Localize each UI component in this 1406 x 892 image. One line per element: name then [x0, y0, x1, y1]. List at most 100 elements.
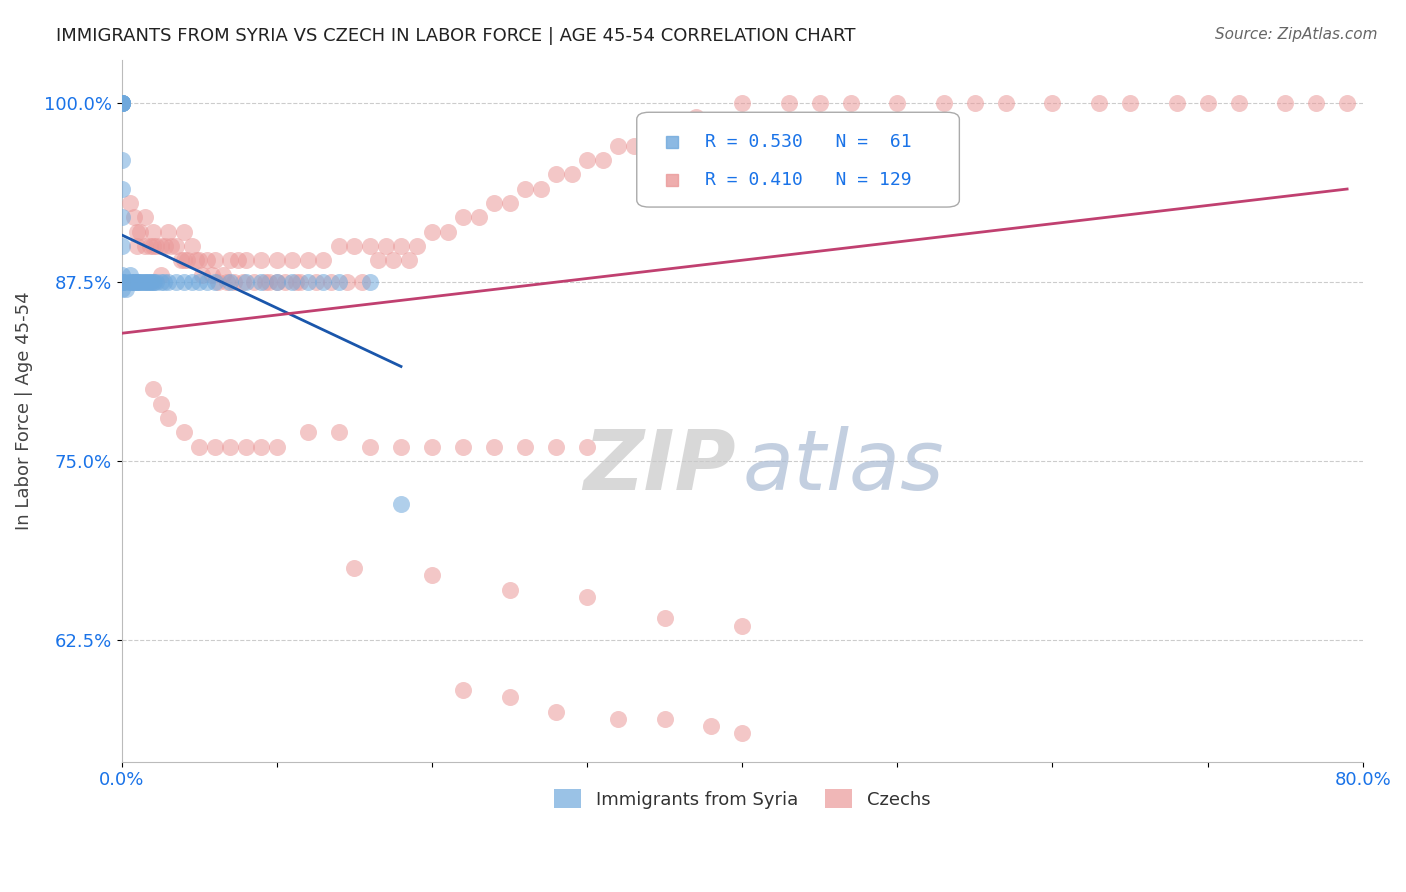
Point [1336, 95, 1358, 110]
Point [290, 275, 312, 289]
Point [115, 275, 138, 289]
Point [1119, 95, 1142, 110]
Point [118, 268, 141, 282]
Point [250, 253, 273, 268]
Point [266, 253, 288, 268]
FancyBboxPatch shape [637, 112, 959, 207]
Point [219, 253, 242, 268]
Point [994, 95, 1017, 110]
Point [420, 440, 443, 454]
Point [405, 239, 427, 253]
Point [546, 167, 568, 181]
Point [204, 275, 226, 289]
Point [343, 239, 366, 253]
Point [195, 275, 218, 289]
Point [281, 253, 304, 268]
Point [160, 239, 183, 253]
Point [149, 268, 172, 282]
Point [321, 275, 343, 289]
Point [180, 275, 202, 289]
Point [1166, 95, 1188, 110]
Point [482, 195, 505, 210]
Point [129, 275, 152, 289]
Point [336, 275, 359, 289]
Point [436, 225, 458, 239]
Point [359, 239, 381, 253]
Point [778, 95, 800, 110]
Point [145, 275, 167, 289]
Point [513, 181, 536, 195]
Point [149, 396, 172, 410]
Point [111, 211, 134, 225]
Point [226, 253, 249, 268]
Point [467, 211, 489, 225]
Point [1197, 95, 1219, 110]
Point [297, 275, 319, 289]
Point [808, 95, 831, 110]
Point [235, 440, 257, 454]
Point [118, 275, 141, 289]
Point [111, 95, 134, 110]
Point [654, 124, 676, 138]
Point [157, 410, 180, 425]
Text: Source: ZipAtlas.com: Source: ZipAtlas.com [1215, 27, 1378, 42]
Point [654, 712, 676, 726]
Point [131, 275, 153, 289]
Point [118, 195, 141, 210]
Point [111, 275, 134, 289]
Point [217, 275, 239, 289]
Point [546, 705, 568, 719]
Point [111, 275, 134, 289]
Point [257, 275, 280, 289]
Point [111, 153, 134, 167]
Point [204, 253, 226, 268]
Point [111, 268, 134, 282]
Point [136, 275, 159, 289]
Point [115, 282, 138, 296]
Point [312, 275, 335, 289]
Point [451, 440, 474, 454]
Point [111, 95, 134, 110]
Point [143, 275, 166, 289]
Point [1042, 95, 1064, 110]
Point [451, 211, 474, 225]
Point [451, 683, 474, 698]
Point [173, 253, 195, 268]
Point [281, 275, 304, 289]
Point [731, 95, 754, 110]
Point [561, 167, 583, 181]
Point [122, 275, 145, 289]
Legend: Immigrants from Syria, Czechs: Immigrants from Syria, Czechs [547, 782, 938, 816]
Point [359, 275, 381, 289]
Text: R = 0.530   N =  61: R = 0.530 N = 61 [704, 133, 911, 151]
Point [352, 275, 374, 289]
Point [142, 382, 165, 396]
Point [211, 268, 233, 282]
Point [111, 95, 134, 110]
Point [134, 275, 156, 289]
Point [654, 611, 676, 625]
Point [482, 440, 505, 454]
Point [297, 253, 319, 268]
Point [111, 181, 134, 195]
Point [266, 275, 288, 289]
Point [176, 253, 198, 268]
Text: IMMIGRANTS FROM SYRIA VS CZECH IN LABOR FORCE | AGE 45-54 CORRELATION CHART: IMMIGRANTS FROM SYRIA VS CZECH IN LABOR … [56, 27, 856, 45]
Point [111, 275, 134, 289]
Point [122, 211, 145, 225]
Point [186, 253, 208, 268]
Point [170, 253, 193, 268]
Point [149, 275, 172, 289]
Point [149, 239, 172, 253]
Point [1227, 95, 1250, 110]
Point [328, 425, 350, 440]
Point [129, 225, 152, 239]
Point [420, 568, 443, 582]
Point [297, 425, 319, 440]
Point [343, 561, 366, 575]
Point [134, 239, 156, 253]
Point [731, 726, 754, 740]
Point [219, 440, 242, 454]
Point [235, 253, 257, 268]
Point [731, 618, 754, 632]
